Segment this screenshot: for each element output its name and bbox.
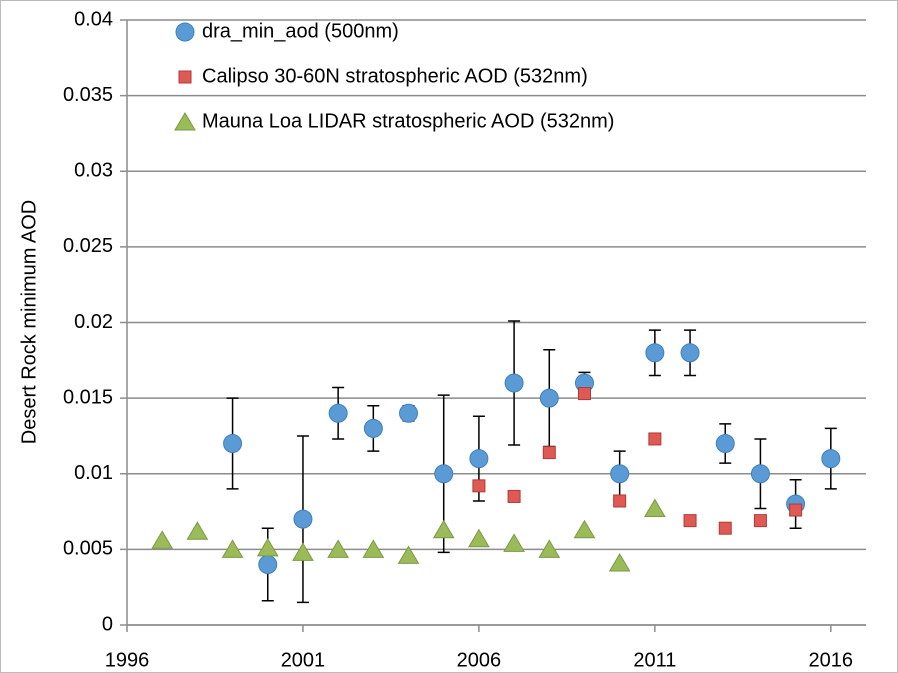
point <box>577 387 591 401</box>
point <box>292 542 314 561</box>
point <box>538 539 561 558</box>
point <box>258 555 278 574</box>
x-tick-label: 2016 <box>809 649 854 671</box>
y-tick-label: 0.04 <box>74 8 113 30</box>
point <box>434 464 454 484</box>
y-tick-label: 0.01 <box>74 462 113 484</box>
point <box>645 343 665 363</box>
point <box>753 514 767 528</box>
point <box>362 539 385 558</box>
point <box>573 519 596 539</box>
y-tick-label: 0.025 <box>63 235 113 257</box>
point <box>750 464 770 484</box>
x-tick-label: 2011 <box>633 649 676 671</box>
point <box>363 418 383 438</box>
legend-marker <box>175 22 195 42</box>
legend-marker <box>174 112 196 131</box>
point <box>610 464 630 484</box>
point <box>613 494 627 508</box>
point <box>151 530 174 549</box>
point <box>432 519 455 539</box>
y-tick-label: 0.035 <box>63 84 113 106</box>
x-tick-label: 1996 <box>105 649 150 671</box>
point <box>718 521 732 535</box>
point <box>221 539 244 558</box>
point <box>186 521 209 540</box>
y-tick-label: 0 <box>102 613 113 635</box>
x-tick-label: 2001 <box>281 649 326 671</box>
point <box>399 403 419 423</box>
point <box>223 434 243 453</box>
point <box>256 537 279 557</box>
point <box>715 434 735 453</box>
point <box>608 553 631 572</box>
point <box>328 403 348 423</box>
point <box>821 449 841 469</box>
point <box>680 343 700 363</box>
y-tick-label: 0.015 <box>63 386 113 408</box>
legend-label: Calipso 30-60N stratospheric AOD (532nm) <box>202 65 588 87</box>
point <box>539 388 559 408</box>
point <box>397 545 420 564</box>
point <box>472 479 486 493</box>
point <box>468 528 490 548</box>
y-tick-label: 0.03 <box>74 160 113 182</box>
legend-marker <box>178 70 192 84</box>
point <box>504 373 524 393</box>
legend-label: dra_min_aod (500nm) <box>202 20 399 42</box>
point <box>683 514 697 528</box>
point <box>542 446 556 460</box>
y-tick-label: 0.005 <box>63 538 113 560</box>
y-axis-label: Desert Rock minimum AOD <box>18 200 40 445</box>
point <box>327 539 350 558</box>
legend-label: Mauna Loa LIDAR stratospheric AOD (532nm… <box>202 110 614 132</box>
point <box>293 509 313 529</box>
x-tick-label: 2006 <box>457 649 502 671</box>
y-tick-label: 0.02 <box>74 311 113 333</box>
point <box>648 432 662 446</box>
point <box>507 489 521 503</box>
point <box>643 498 666 518</box>
point <box>503 533 525 552</box>
point <box>469 449 489 469</box>
point <box>789 503 803 517</box>
